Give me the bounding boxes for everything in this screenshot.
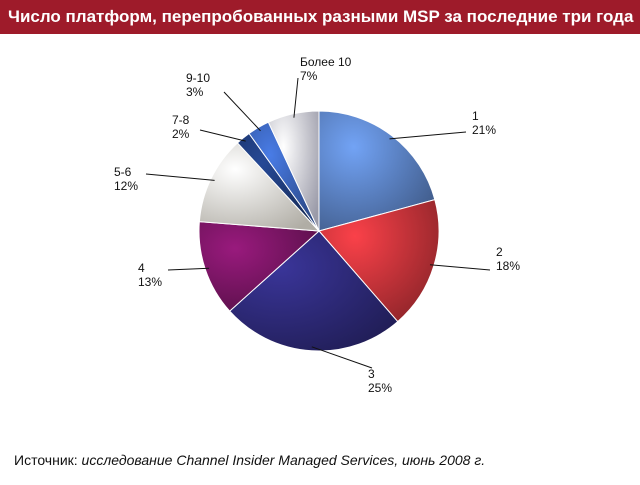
slice-value-5-6: 12% (114, 179, 138, 193)
pie-slice-4 (198, 221, 321, 312)
pie-slice-Более-10 (267, 110, 320, 232)
chart-title: Число платформ, перепробованных разными … (0, 0, 640, 34)
slice-label-5-6: 5-6 (114, 165, 132, 179)
pie-slice-2 (318, 199, 440, 323)
leader-line-7-8 (199, 129, 246, 142)
pie-slice-1 (318, 110, 436, 232)
slice-value-3: 25% (368, 381, 392, 395)
chart-area: 1 21% 2 18% 3 25% 4 13% 5-6 12% 7-8 2% 9-10 3% Более 1… (0, 34, 640, 444)
slice-label-Более-10: Более 10 (300, 55, 352, 69)
leader-line-1 (389, 131, 467, 140)
leader-line-5-6 (145, 173, 215, 181)
slice-value-9-10: 3% (186, 85, 204, 99)
slice-value-2: 18% (496, 259, 520, 273)
leader-line-3 (311, 346, 373, 369)
slice-label-7-8: 7-8 (172, 113, 190, 127)
slice-value-Более-10: 7% (300, 69, 318, 83)
pie-chart: 121% 218% 325% 413% 5-612% 7-82% 9-103% Более 1… (114, 55, 520, 395)
slice-value-7-8: 2% (172, 127, 190, 141)
slice-value-1: 21% (472, 123, 496, 137)
slice-label-4: 4 (138, 261, 145, 275)
slice-label-2: 2 (496, 245, 503, 259)
source-prefix: Источник: (14, 452, 78, 468)
slice-label-3: 3 (368, 367, 375, 381)
source-note: Источник: исследование Channel Insider M… (14, 452, 485, 468)
source-text: исследование Channel Insider Managed Ser… (81, 452, 486, 468)
slice-value-4: 13% (138, 275, 162, 289)
leader-line-Более-10 (293, 77, 299, 118)
slice-label-1: 1 (472, 109, 479, 123)
pie-slice-5-6 (198, 142, 321, 232)
leader-line-4 (167, 267, 210, 271)
leader-line-9-10 (223, 91, 261, 132)
leader-line-2 (429, 264, 491, 271)
pie-slice-3 (228, 230, 399, 352)
slice-label-9-10: 9-10 (186, 71, 210, 85)
